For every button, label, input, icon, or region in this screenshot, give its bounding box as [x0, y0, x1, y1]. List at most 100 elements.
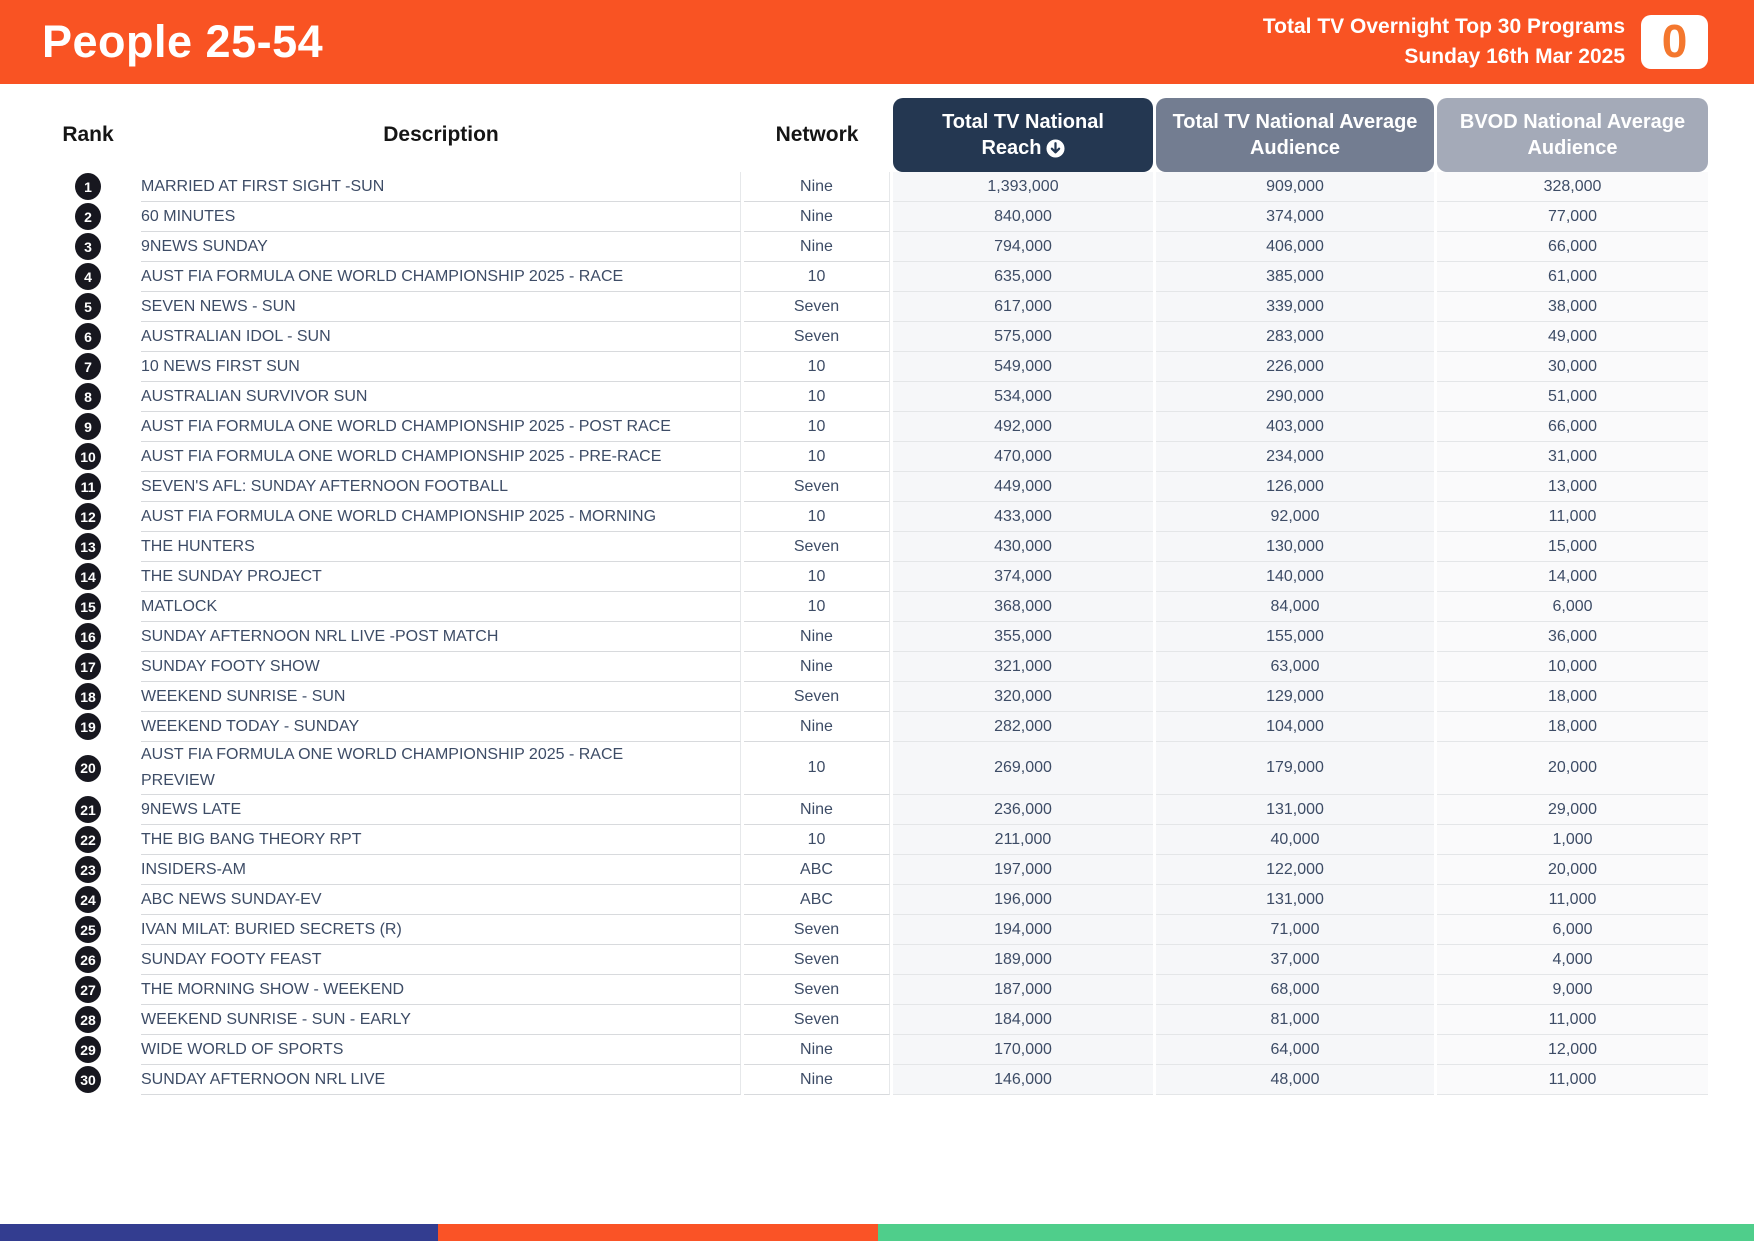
rank-badge: 5: [75, 293, 101, 321]
bvod-audience-value: 14,000: [1437, 562, 1708, 592]
bvod-audience-value: 36,000: [1437, 622, 1708, 652]
rank-cell: 23: [38, 855, 138, 885]
reach-value: 236,000: [893, 795, 1153, 825]
footer-color-bar: [0, 1224, 1754, 1241]
rank-badge: 8: [75, 383, 101, 411]
bvod-audience-value: 77,000: [1437, 202, 1708, 232]
program-description: SEVEN NEWS - SUN: [141, 292, 741, 322]
rank-cell: 19: [38, 712, 138, 742]
network-cell: Nine: [744, 712, 890, 742]
rank-badge: 9: [75, 413, 101, 441]
table-row: 18 WEEKEND SUNRISE - SUN Seven 320,000 1…: [38, 682, 1708, 712]
rank-badge: 3: [75, 233, 101, 261]
sort-descending-icon: [1045, 139, 1065, 158]
program-description: AUST FIA FORMULA ONE WORLD CHAMPIONSHIP …: [141, 262, 741, 292]
network-cell: 10: [744, 502, 890, 532]
rank-cell: 11: [38, 472, 138, 502]
rank-badge: 20: [75, 754, 101, 782]
reach-value: 269,000: [893, 742, 1153, 795]
bvod-audience-value: 4,000: [1437, 945, 1708, 975]
network-cell: 10: [744, 382, 890, 412]
table-row: 17 SUNDAY FOOTY SHOW Nine 321,000 63,000…: [38, 652, 1708, 682]
table-row: 2 60 MINUTES Nine 840,000 374,000 77,000: [38, 202, 1708, 232]
table-row: 3 9NEWS SUNDAY Nine 794,000 406,000 66,0…: [38, 232, 1708, 262]
banner: People 25-54 Total TV Overnight Top 30 P…: [0, 0, 1754, 84]
network-cell: Seven: [744, 915, 890, 945]
avg-audience-value: 37,000: [1156, 945, 1434, 975]
program-description: SUNDAY AFTERNOON NRL LIVE: [141, 1065, 741, 1095]
rank-badge: 12: [75, 503, 101, 531]
table-row: 7 10 NEWS FIRST SUN 10 549,000 226,000 3…: [38, 352, 1708, 382]
network-cell: Nine: [744, 202, 890, 232]
report-title: Total TV Overnight Top 30 Programs: [1262, 15, 1625, 38]
table-row: 19 WEEKEND TODAY - SUNDAY Nine 282,000 1…: [38, 712, 1708, 742]
rank-cell: 26: [38, 945, 138, 975]
program-description: WEEKEND SUNRISE - SUN - EARLY: [141, 1005, 741, 1035]
bvod-audience-value: 11,000: [1437, 1005, 1708, 1035]
avg-audience-value: 40,000: [1156, 825, 1434, 855]
reach-value: 549,000: [893, 352, 1153, 382]
rank-cell: 13: [38, 532, 138, 562]
network-cell: Nine: [744, 622, 890, 652]
program-description: AUST FIA FORMULA ONE WORLD CHAMPIONSHIP …: [141, 502, 741, 532]
rank-badge: 30: [75, 1066, 101, 1094]
avg-audience-value: 81,000: [1156, 1005, 1434, 1035]
program-description: SUNDAY FOOTY SHOW: [141, 652, 741, 682]
col-header-total-tv-reach[interactable]: Total TV National Reach: [893, 98, 1153, 172]
rank-badge: 1: [75, 173, 101, 201]
reach-value: 194,000: [893, 915, 1153, 945]
rank-cell: 25: [38, 915, 138, 945]
bvod-audience-value: 6,000: [1437, 592, 1708, 622]
network-cell: Seven: [744, 322, 890, 352]
table-row: 12 AUST FIA FORMULA ONE WORLD CHAMPIONSH…: [38, 502, 1708, 532]
program-description: INSIDERS-AM: [141, 855, 741, 885]
table-row: 15 MATLOCK 10 368,000 84,000 6,000: [38, 592, 1708, 622]
reach-value: 197,000: [893, 855, 1153, 885]
bvod-audience-value: 11,000: [1437, 885, 1708, 915]
avg-audience-value: 290,000: [1156, 382, 1434, 412]
avg-audience-value: 92,000: [1156, 502, 1434, 532]
table-row: 23 INSIDERS-AM ABC 197,000 122,000 20,00…: [38, 855, 1708, 885]
avg-audience-value: 179,000: [1156, 742, 1434, 795]
table-row: 29 WIDE WORLD OF SPORTS Nine 170,000 64,…: [38, 1035, 1708, 1065]
program-description: WEEKEND SUNRISE - SUN: [141, 682, 741, 712]
avg-audience-value: 339,000: [1156, 292, 1434, 322]
footer-bar-green-segment: [878, 1224, 1754, 1241]
rank-cell: 2: [38, 202, 138, 232]
network-cell: Seven: [744, 532, 890, 562]
rank-cell: 29: [38, 1035, 138, 1065]
rank-cell: 16: [38, 622, 138, 652]
bvod-audience-value: 51,000: [1437, 382, 1708, 412]
avg-audience-value: 122,000: [1156, 855, 1434, 885]
table-row: 1 MARRIED AT FIRST SIGHT -SUN Nine 1,393…: [38, 172, 1708, 202]
table-header-row: Rank Description Network Total TV Nation…: [38, 98, 1708, 172]
network-cell: 10: [744, 825, 890, 855]
avg-audience-value: 131,000: [1156, 795, 1434, 825]
program-description: AUSTRALIAN SURVIVOR SUN: [141, 382, 741, 412]
footer-bar-orange-segment: [438, 1224, 878, 1241]
reach-value: 320,000: [893, 682, 1153, 712]
rank-badge: 14: [75, 563, 101, 591]
reach-value: 374,000: [893, 562, 1153, 592]
table-row: 21 9NEWS LATE Nine 236,000 131,000 29,00…: [38, 795, 1708, 825]
bvod-audience-value: 18,000: [1437, 682, 1708, 712]
avg-audience-value: 84,000: [1156, 592, 1434, 622]
rank-cell: 9: [38, 412, 138, 442]
reach-value: 368,000: [893, 592, 1153, 622]
rank-badge: 7: [75, 353, 101, 381]
avg-audience-value: 48,000: [1156, 1065, 1434, 1095]
network-cell: Seven: [744, 945, 890, 975]
rank-cell: 4: [38, 262, 138, 292]
program-description: AUST FIA FORMULA ONE WORLD CHAMPIONSHIP …: [141, 412, 741, 442]
rank-badge: 17: [75, 653, 101, 681]
rank-badge: 27: [75, 976, 101, 1004]
rank-badge: 23: [75, 856, 101, 884]
program-description: MARRIED AT FIRST SIGHT -SUN: [141, 172, 741, 202]
network-cell: 10: [744, 442, 890, 472]
bvod-audience-value: 30,000: [1437, 352, 1708, 382]
top30-table: Rank Description Network Total TV Nation…: [35, 98, 1711, 1095]
program-description: IVAN MILAT: BURIED SECRETS (R): [141, 915, 741, 945]
col-header-description: Description: [141, 98, 741, 172]
reach-value: 794,000: [893, 232, 1153, 262]
avg-audience-value: 385,000: [1156, 262, 1434, 292]
